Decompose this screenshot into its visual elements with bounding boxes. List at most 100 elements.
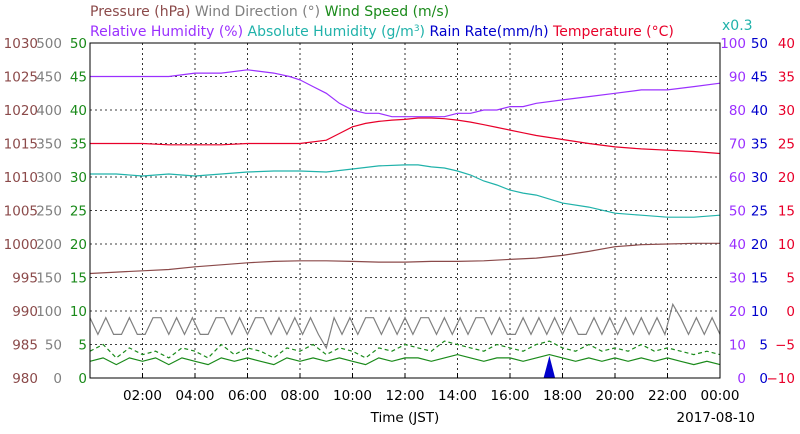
header-legend-second-item: 3 — [414, 24, 420, 34]
wind_speed-tick-label: 0 — [78, 371, 87, 387]
x-tick-label: 08:00 — [281, 388, 320, 404]
header-legend-top-item: Pressure (hPa) — [90, 4, 190, 20]
header-legend-second-item: Temperature (°C) — [549, 24, 674, 40]
temperature-tick-label: 35 — [778, 70, 795, 86]
scale-note: x0.3 — [722, 18, 753, 34]
wind_speed-tick-label: 20 — [70, 237, 87, 253]
rain_rate-tick-label: 35 — [751, 137, 768, 153]
relative_humidity-tick-label: 50 — [729, 204, 746, 220]
x-tick-label: 10:00 — [333, 388, 372, 404]
rain_rate-tick-label: 0 — [759, 371, 768, 387]
wind_speed-tick-label: 35 — [70, 137, 87, 153]
x-tick-label: 22:00 — [648, 388, 687, 404]
header-legend-second: Relative Humidity (%) Absolute Humidity … — [90, 24, 674, 40]
x-tick-label: 18:00 — [543, 388, 582, 404]
x-tick-label: 02:00 — [123, 388, 162, 404]
series-temperature-c-line — [90, 117, 721, 155]
rain_rate-tick-label: 40 — [751, 103, 768, 119]
series-absolute-humidity-g-m3-line — [90, 164, 721, 218]
header-legend-second-item: Absolute Humidity (g/m — [243, 24, 414, 40]
wind_direction-tick-label: 300 — [36, 170, 62, 186]
temperature-tick-label: 15 — [778, 204, 795, 220]
rain_rate-tick-label: 15 — [751, 271, 768, 287]
pressure-tick-label: 1005 — [4, 204, 38, 220]
series-wind-speed-m-s-line — [89, 353, 721, 366]
header-legend-top: Pressure (hPa) Wind Direction (°) Wind S… — [90, 4, 449, 20]
rain_rate-tick-label: 10 — [751, 304, 768, 320]
wind_speed-tick-label: 10 — [70, 304, 87, 320]
wind_speed-tick-label: 40 — [70, 103, 87, 119]
wind_direction-tick-label: 150 — [36, 271, 62, 287]
temperature-tick-label: −5 — [775, 338, 795, 354]
x-tick-label: 00:00 — [701, 388, 740, 404]
relative_humidity-tick-label: 20 — [729, 304, 746, 320]
relative_humidity-tick-label: 100 — [720, 36, 746, 52]
x-tick-label: 14:00 — [438, 388, 477, 404]
wind_speed-tick-label: 30 — [70, 170, 87, 186]
pressure-tick-label: 1020 — [4, 103, 38, 119]
temperature-tick-label: 10 — [778, 237, 795, 253]
wind_speed-tick-label: 45 — [70, 70, 87, 86]
pressure-tick-label: 1030 — [4, 36, 38, 52]
temperature-tick-label: 0 — [786, 304, 795, 320]
wind_speed-tick-label: 5 — [78, 338, 87, 354]
x-tick-label: 04:00 — [176, 388, 215, 404]
relative_humidity-tick-label: 90 — [729, 70, 746, 86]
x-tick-label: 06:00 — [228, 388, 267, 404]
temperature-tick-label: 25 — [778, 137, 795, 153]
grid — [90, 43, 720, 378]
x-axis-label: Time (JST) — [370, 410, 440, 426]
rain_rate-tick-label: 45 — [751, 70, 768, 86]
relative_humidity-tick-label: 40 — [729, 237, 746, 253]
header-legend-second-item: Rain Rate(mm/h) — [425, 24, 549, 40]
wind_direction-tick-label: 50 — [45, 338, 62, 354]
pressure-tick-label: 990 — [12, 304, 38, 320]
pressure-tick-label: 1015 — [4, 137, 38, 153]
relative_humidity-tick-label: 60 — [729, 170, 746, 186]
pressure-tick-label: 995 — [12, 271, 38, 287]
header-legend-top-item: Wind Speed (m/s) — [320, 4, 449, 20]
pressure-tick-label: 985 — [12, 338, 38, 354]
temperature-tick-label: 30 — [778, 103, 795, 119]
wind_direction-tick-label: 350 — [36, 137, 62, 153]
wind_direction-tick-label: 100 — [36, 304, 62, 320]
pressure-tick-label: 1000 — [4, 237, 38, 253]
wind_direction-tick-label: 0 — [53, 371, 62, 387]
relative_humidity-tick-label: 70 — [729, 137, 746, 153]
series-wind-speed-gust-m-s-line — [89, 340, 721, 359]
header-legend-top-item: Wind Direction (°) — [190, 4, 320, 20]
series-wind-direction-line — [89, 302, 721, 350]
relative_humidity-tick-label: 0 — [737, 371, 746, 387]
date-label: 2017-08-10 — [677, 410, 755, 426]
header-legend-second-item: ) — [420, 24, 425, 40]
wind_direction-tick-label: 200 — [36, 237, 62, 253]
rain_rate-tick-label: 5 — [759, 338, 768, 354]
relative_humidity-tick-label: 80 — [729, 103, 746, 119]
series-relative-humidity-line — [90, 69, 721, 118]
wind_speed-tick-label: 25 — [70, 204, 87, 220]
x-tick-label: 20:00 — [596, 388, 635, 404]
x-tick-label: 16:00 — [491, 388, 530, 404]
wind_direction-tick-label: 500 — [36, 36, 62, 52]
pressure-tick-label: 1010 — [4, 170, 38, 186]
pressure-tick-label: 1025 — [4, 70, 38, 86]
rain_rate-tick-label: 30 — [751, 170, 768, 186]
rain_rate-tick-label: 25 — [751, 204, 768, 220]
temperature-tick-label: −10 — [767, 371, 796, 387]
pressure-tick-label: 980 — [12, 371, 38, 387]
wind_direction-tick-label: 450 — [36, 70, 62, 86]
rain_rate-tick-label: 20 — [751, 237, 768, 253]
relative_humidity-tick-label: 30 — [729, 271, 746, 287]
wind_direction-tick-label: 400 — [36, 103, 62, 119]
series-pressure-hpa-line — [89, 242, 720, 275]
wind_speed-tick-label: 50 — [70, 36, 87, 52]
temperature-tick-label: 20 — [778, 170, 795, 186]
relative_humidity-tick-label: 10 — [729, 338, 746, 354]
wind_speed-tick-label: 15 — [70, 271, 87, 287]
x-tick-label: 12:00 — [386, 388, 425, 404]
temperature-tick-label: 5 — [786, 271, 795, 287]
rain_rate-tick-label: 50 — [751, 36, 768, 52]
header-legend-second-item: Relative Humidity (%) — [90, 24, 243, 40]
temperature-tick-label: 40 — [778, 36, 795, 52]
